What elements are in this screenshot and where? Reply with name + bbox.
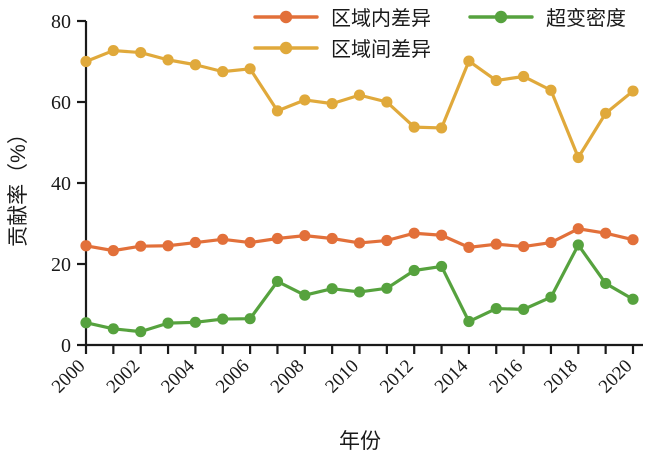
data-point — [189, 316, 201, 328]
data-point — [217, 313, 229, 325]
data-point — [600, 277, 612, 290]
data-point — [627, 293, 639, 305]
axis-lines — [84, 21, 643, 347]
data-point — [408, 121, 420, 133]
data-point — [572, 151, 584, 164]
data-point — [353, 89, 366, 101]
y-tick-label: 40 — [51, 173, 71, 195]
x-tick-label: 2020 — [595, 356, 637, 398]
data-point — [271, 232, 284, 245]
data-point — [627, 234, 639, 246]
data-point — [435, 229, 448, 241]
data-point — [463, 315, 475, 328]
series-3 — [80, 239, 639, 338]
x-tick-label: 2012 — [376, 356, 418, 398]
data-point — [572, 239, 584, 251]
data-point — [299, 289, 311, 301]
series-line-2 — [84, 48, 635, 160]
data-point — [271, 275, 284, 288]
data-point — [518, 240, 530, 253]
data-point — [326, 98, 338, 110]
data-point — [490, 238, 502, 250]
data-point — [162, 317, 174, 329]
data-point — [463, 55, 475, 67]
data-point — [545, 84, 557, 96]
data-point — [107, 323, 119, 335]
data-point — [600, 227, 612, 239]
y-tick-label: 20 — [51, 254, 71, 276]
data-point — [107, 44, 119, 57]
data-point — [162, 240, 174, 252]
data-point — [627, 85, 639, 97]
data-point — [600, 107, 612, 119]
legend-marker — [494, 10, 508, 24]
data-point — [518, 303, 530, 315]
series-2 — [80, 44, 639, 164]
data-point — [244, 63, 256, 75]
data-point — [381, 234, 393, 247]
data-point — [217, 233, 229, 245]
x-tick-label: 2004 — [157, 355, 199, 397]
y-tick-label: 0 — [61, 335, 71, 357]
x-tick-label: 2002 — [103, 356, 145, 398]
data-point — [189, 236, 201, 249]
legend-label: 区域间差异 — [331, 38, 431, 61]
data-point — [244, 313, 256, 325]
x-tick-label: 2006 — [212, 356, 254, 398]
y-axis-title: 贡献率（%） — [7, 123, 30, 247]
data-point — [545, 236, 557, 249]
data-point — [271, 105, 284, 117]
x-tick-label: 2008 — [267, 356, 309, 398]
data-point — [518, 70, 530, 83]
series-1 — [80, 223, 639, 257]
x-tick-label: 2016 — [485, 356, 527, 398]
data-point — [135, 326, 147, 338]
data-point — [299, 94, 311, 106]
data-point — [107, 245, 119, 257]
data-point — [435, 260, 448, 273]
data-point — [135, 240, 147, 252]
data-point — [490, 74, 502, 87]
x-tick-label: 2014 — [431, 355, 473, 397]
data-point — [80, 55, 92, 68]
axes-group — [84, 21, 643, 347]
data-point — [381, 96, 393, 108]
data-point — [572, 223, 584, 235]
data-point — [244, 236, 256, 249]
data-point — [545, 291, 557, 303]
y-tick-label: 60 — [51, 92, 71, 114]
data-point — [80, 317, 92, 329]
x-tick-label: 2000 — [48, 356, 90, 398]
data-point — [326, 232, 338, 245]
y-tick-label: 80 — [51, 11, 71, 33]
legend-marker — [279, 41, 293, 55]
legend-label: 区域内差异 — [331, 7, 431, 30]
data-point — [490, 302, 502, 315]
data-point — [381, 282, 393, 294]
data-point — [435, 122, 448, 134]
x-tick-label: 2018 — [540, 356, 582, 398]
data-point — [162, 54, 174, 66]
x-axis-ticks: 2000 2002 2004 2006 2008 2010 2012 2014 2016 2018… — [48, 345, 637, 397]
y-axis-ticks: 0 20 40 60 80 — [51, 11, 86, 357]
legend-label: 超变密度 — [546, 7, 626, 30]
data-point — [189, 59, 201, 71]
legend-marker — [279, 10, 293, 24]
data-point — [408, 264, 420, 277]
data-point — [217, 66, 229, 78]
data-point — [353, 286, 366, 298]
x-tick-label: 2010 — [321, 356, 363, 398]
data-point — [299, 230, 311, 242]
data-point — [463, 241, 475, 253]
data-point — [408, 227, 420, 239]
data-point — [80, 240, 92, 252]
data-point — [353, 237, 366, 249]
x-axis-title: 年份 — [339, 430, 381, 453]
data-point — [326, 283, 338, 295]
data-point — [135, 46, 147, 59]
